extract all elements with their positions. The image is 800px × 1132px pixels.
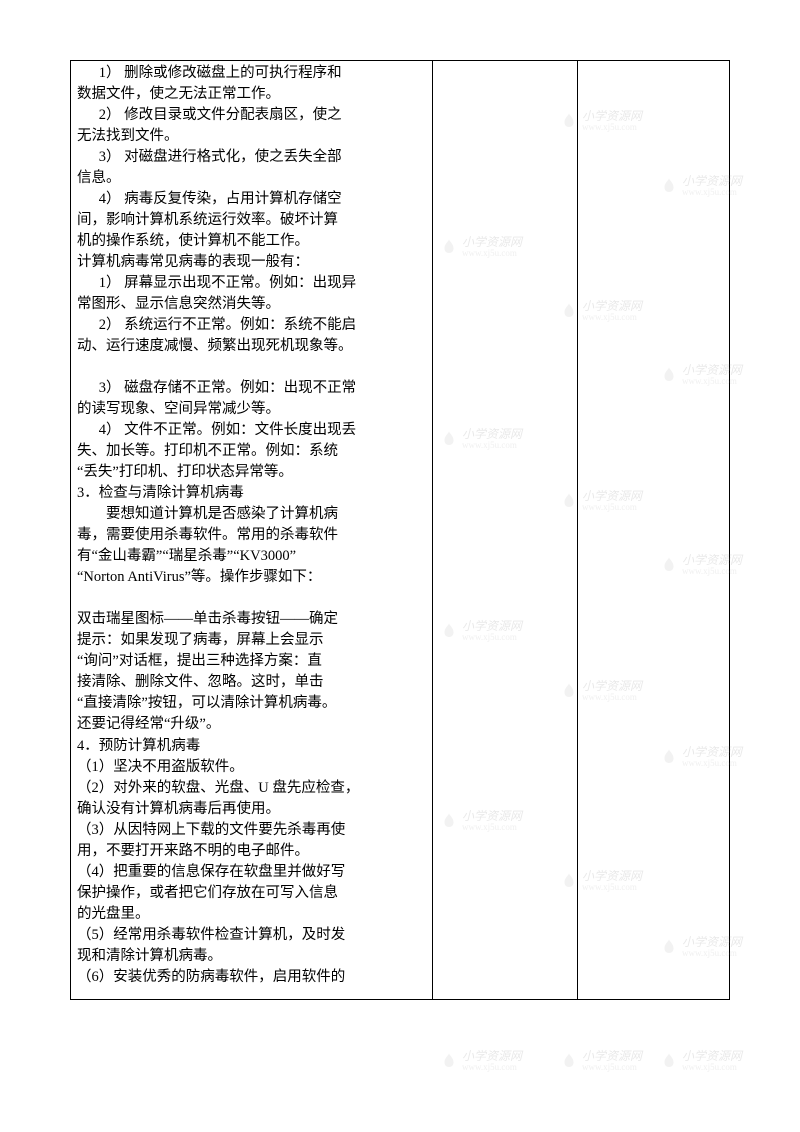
watermark: 小学资源网www.xj5u.com (440, 1050, 522, 1072)
text-line: 2） 修改目录或文件分配表扇区，使之 (77, 105, 426, 126)
text-line: （5）经常用杀毒软件检查计算机，及时发 (77, 925, 426, 946)
text-line: “直接清除”按钮，可以清除计算机病毒。 (77, 693, 426, 714)
text-line: 毒，需要使用杀毒软件。常用的杀毒软件 (77, 525, 426, 546)
text-line: 数据文件，使之无法正常工作。 (77, 84, 426, 105)
text-line: 2） 系统运行不正常。例如：系统不能启 (77, 315, 426, 336)
watermark: 小学资源网www.xj5u.com (560, 1050, 642, 1072)
text-line: （3）从因特网上下载的文件要先杀毒再使 (77, 820, 426, 841)
text-line: “丢失”打印机、打印状态异常等。 (77, 462, 426, 483)
content-column: 1） 删除或修改磁盘上的可执行程序和数据文件，使之无法正常工作。2） 修改目录或… (71, 61, 433, 999)
text-line: （2）对外来的软盘、光盘、U 盘先应检查， (77, 778, 426, 799)
text-line: 失、加长等。打印机不正常。例如：系统 (77, 441, 426, 462)
text-line: “询问”对话框，提出三种选择方案：直 (77, 651, 426, 672)
text-line: 有“金山毒霸”“瑞星杀毒”“KV3000” (77, 546, 426, 567)
text-line: 还要记得经常“升级”。 (77, 714, 426, 735)
text-line: 机的操作系统，使计算机不能工作。 (77, 231, 426, 252)
empty-column-2 (578, 61, 729, 999)
watermark-url: www.xj5u.com (582, 1062, 642, 1072)
text-line: 计算机病毒常见病毒的表现一般有： (77, 252, 426, 273)
text-line: 4） 病毒反复传染，占用计算机存储空 (77, 189, 426, 210)
text-line: 4．预防计算机病毒 (77, 736, 426, 757)
text-line: 提示：如果发现了病毒，屏幕上会显示 (77, 630, 426, 651)
text-line: 1） 屏幕显示出现不正常。例如：出现异 (77, 273, 426, 294)
watermark-label: 小学资源网 (462, 1050, 522, 1062)
text-line: 间，影响计算机系统运行效率。破坏计算 (77, 210, 426, 231)
text-line: 的读写现象、空间异常减少等。 (77, 399, 426, 420)
text-line: 1） 删除或修改磁盘上的可执行程序和 (77, 63, 426, 84)
document-table: 1） 删除或修改磁盘上的可执行程序和数据文件，使之无法正常工作。2） 修改目录或… (70, 60, 730, 1000)
watermark-label: 小学资源网 (582, 1050, 642, 1062)
text-line: 3） 磁盘存储不正常。例如：出现不正常 (77, 378, 426, 399)
watermark-url: www.xj5u.com (682, 1062, 742, 1072)
text-line: “Norton AntiVirus”等。操作步骤如下： (77, 567, 426, 588)
text-line: 确认没有计算机病毒后再使用。 (77, 799, 426, 820)
text-line: 接清除、删除文件、忽略。这时，单击 (77, 672, 426, 693)
watermark: 小学资源网www.xj5u.com (660, 1050, 742, 1072)
text-line: 保护操作，或者把它们存放在可写入信息 (77, 883, 426, 904)
text-line: （4）把重要的信息保存在软盘里并做好写 (77, 862, 426, 883)
text-line: 动、运行速度减慢、频繁出现死机现象等。 (77, 336, 426, 357)
text-line: 用，不要打开来路不明的电子邮件。 (77, 841, 426, 862)
text-line: 3．检查与清除计算机病毒 (77, 483, 426, 504)
text-line: 现和清除计算机病毒。 (77, 946, 426, 967)
text-line: 信息。 (77, 168, 426, 189)
text-line (77, 357, 426, 378)
text-line: 常图形、显示信息突然消失等。 (77, 294, 426, 315)
text-line: 的光盘里。 (77, 904, 426, 925)
empty-column-1 (433, 61, 578, 999)
text-line: 双击瑞星图标——单击杀毒按钮——确定 (77, 609, 426, 630)
watermark-label: 小学资源网 (682, 1050, 742, 1062)
watermark-url: www.xj5u.com (462, 1062, 522, 1072)
text-line (77, 588, 426, 609)
text-line: （6）安装优秀的防病毒软件，启用软件的 (77, 967, 426, 988)
text-line: （1）坚决不用盗版软件。 (77, 757, 426, 778)
text-line: 无法找到文件。 (77, 126, 426, 147)
text-line: 3） 对磁盘进行格式化，使之丢失全部 (77, 147, 426, 168)
text-line: 要想知道计算机是否感染了计算机病 (77, 504, 426, 525)
text-line: 4） 文件不正常。例如：文件长度出现丢 (77, 420, 426, 441)
